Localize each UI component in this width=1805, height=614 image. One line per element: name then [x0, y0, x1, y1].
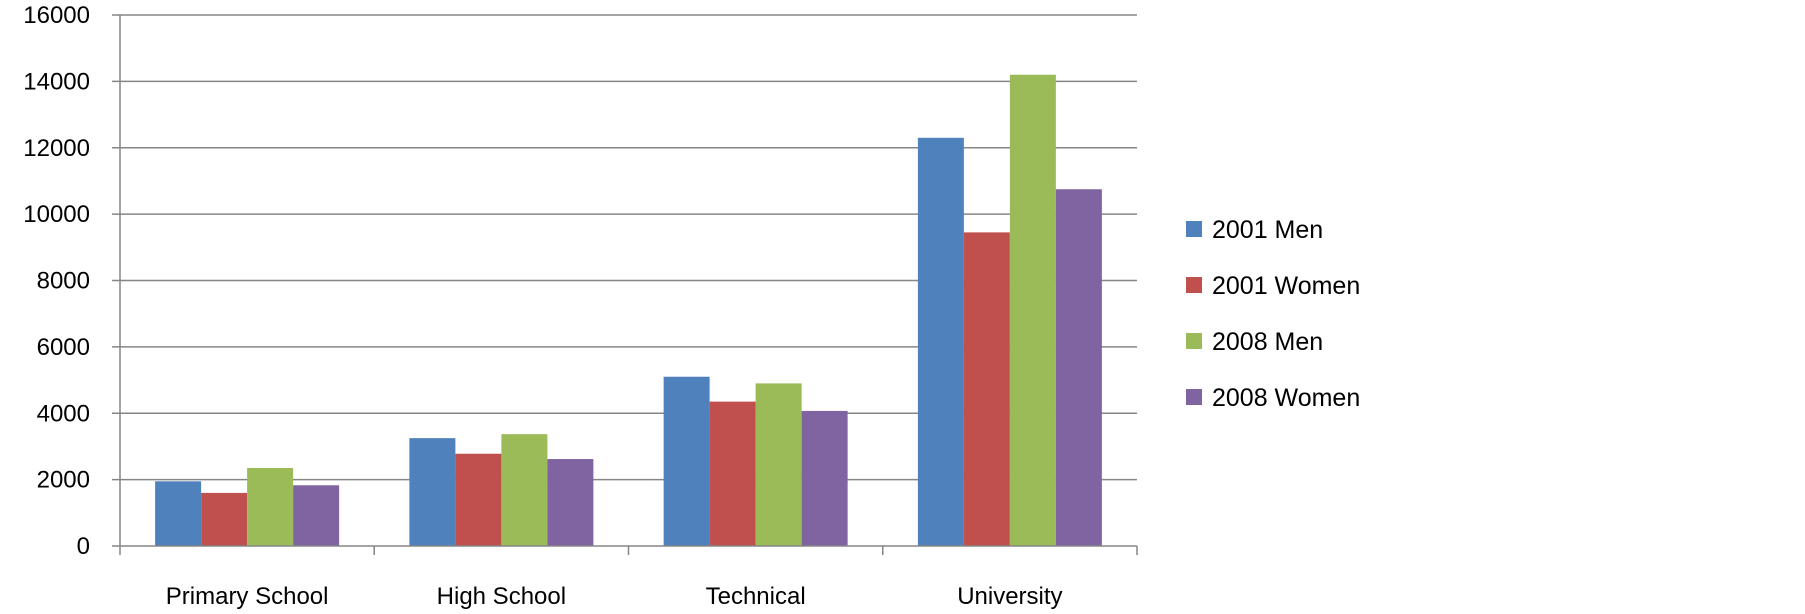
legend-swatch: [1186, 277, 1202, 293]
bar-2001-women-primary-school: [201, 492, 248, 546]
y-tick-label: 6000: [37, 334, 90, 361]
legend-swatch: [1186, 221, 1202, 237]
gridlines: [120, 14, 1137, 481]
bars: [155, 74, 1102, 547]
legend-swatch: [1186, 333, 1202, 349]
y-tick-label: 4000: [37, 400, 90, 427]
x-tick-label: Technical: [706, 583, 806, 610]
bar-2008-men-university: [1009, 74, 1056, 547]
legend-swatch: [1186, 389, 1202, 405]
bar-2008-men-high-school: [501, 434, 548, 546]
y-tick-label: 8000: [37, 268, 90, 295]
legend: 2001 Men 2001 Women 2008 Men 2008 Women: [1186, 216, 1360, 412]
legend-label: 2008 Men: [1212, 328, 1323, 356]
bar-2001-men-primary-school: [155, 481, 202, 546]
axes: [112, 14, 1138, 555]
y-tick-label: 2000: [37, 467, 90, 494]
legend-label: 2008 Women: [1212, 384, 1360, 412]
y-tick-label: 10000: [23, 201, 90, 228]
legend-label: 2001 Women: [1212, 272, 1360, 300]
bar-2008-women-high-school: [547, 459, 594, 546]
bar-2008-women-university: [1055, 189, 1102, 546]
bar-2001-women-technical: [709, 401, 756, 546]
x-tick-label: Primary School: [166, 583, 329, 610]
x-tick-label: University: [957, 583, 1062, 610]
bar-2001-men-university: [917, 137, 964, 546]
bar-2001-men-high-school: [409, 438, 456, 546]
bar-2008-men-technical: [755, 383, 802, 546]
bar-2008-women-technical: [801, 410, 848, 546]
y-tick-label: 14000: [23, 68, 90, 95]
y-tick-label: 0: [77, 533, 90, 560]
legend-label: 2001 Men: [1212, 216, 1323, 244]
bar-2008-women-primary-school: [293, 485, 340, 546]
bar-2001-women-high-school: [455, 453, 502, 546]
bar-2008-men-primary-school: [247, 468, 294, 546]
x-tick-label: High School: [437, 583, 566, 610]
bar-2001-women-university: [963, 232, 1010, 547]
bar-2001-men-technical: [663, 376, 710, 546]
y-tick-label: 12000: [23, 135, 90, 162]
y-axis-tick-labels: 0 2000 4000 6000 8000 10000 12000 14000 16000: [23, 2, 90, 560]
x-axis-tick-labels: Primary School High School Technical Univer…: [166, 583, 1063, 610]
y-tick-label: 16000: [23, 2, 90, 29]
